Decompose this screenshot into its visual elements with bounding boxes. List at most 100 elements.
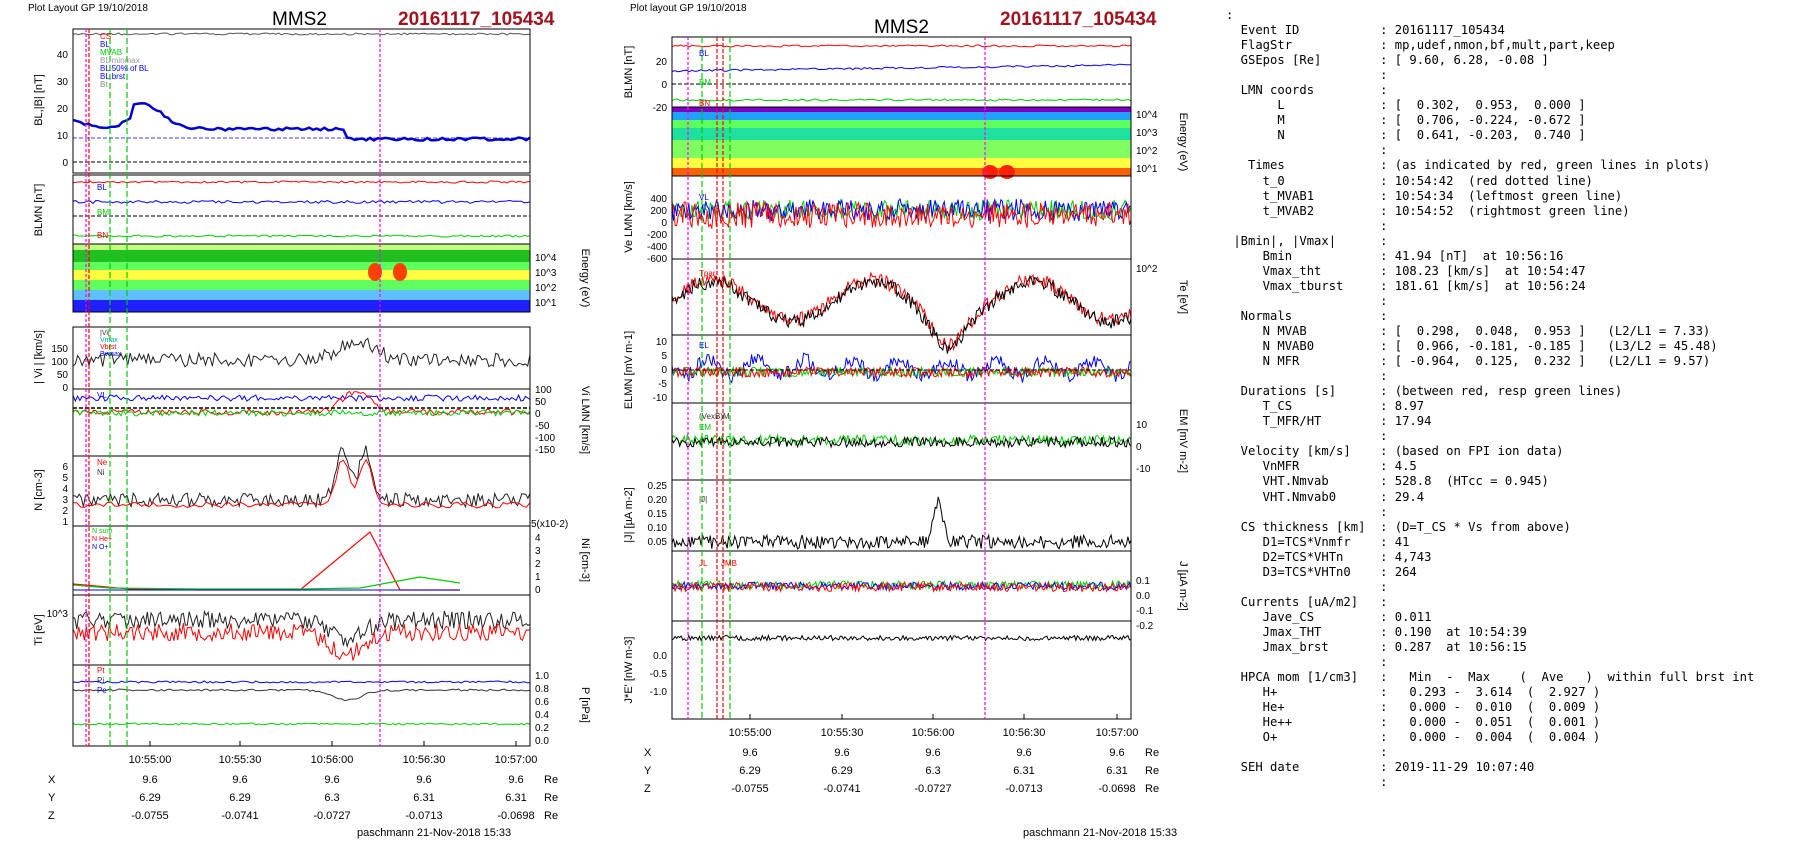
info-line: GSEpos [Re] : [ 9.60, 6.28, -0.08 ] [1226, 53, 1549, 68]
ephem-value: 6.31 [413, 792, 434, 804]
spectrogram-band [672, 168, 1131, 176]
y-tick-label: -10 [653, 393, 668, 404]
y-tick-label: -50 [535, 421, 550, 432]
legend-entry: Bvmax [100, 351, 122, 358]
y-axis-label: ELMN [mV m-1] [623, 331, 635, 409]
legend-entry: Pt [97, 666, 105, 675]
time-tick-label: 10:56:00 [912, 727, 955, 739]
ephem-label: Z [644, 783, 651, 795]
left-event-title: 20161117_105434 [398, 9, 555, 30]
panel-frame [72, 525, 531, 596]
y-tick-label: 0.20 [648, 495, 668, 506]
y-tick-label: 10 [57, 131, 69, 142]
ephem-value: -0.0741 [221, 810, 258, 822]
panel-frame [72, 174, 531, 245]
y-tick-label: 20 [656, 57, 668, 68]
info-line: N MVAB : [ 0.298, 0.048, 0.953 ] (L2/L1 … [1226, 323, 1711, 338]
y-tick-label: 0 [1136, 442, 1142, 453]
left-plot-column: 10:55:00 10:55:30 10:56:00 10:56:30 10:57:00… [33, 28, 591, 822]
pi-trace [72, 688, 531, 702]
info-line: FlagStr : mp,udef,nmon,bf,mult,part,keep [1226, 38, 1615, 53]
y-tick-label: 2 [535, 559, 541, 570]
legend-entry: N He+ [92, 536, 112, 543]
ephem-unit: Re [1145, 783, 1159, 795]
y-tick-label: 100 [535, 385, 552, 396]
bn-trace [671, 98, 1132, 102]
legend-entry: BL brst [100, 72, 126, 81]
ephem-value: 9.6 [925, 747, 940, 759]
info-line: N MFR : [ -0.964, 0.125, 0.232 ] (L2/L1 … [1226, 354, 1711, 369]
y-axis-label: BLMN [nT] [33, 184, 45, 237]
mid-plot-column: 10:55:00 10:55:30 10:56:00 10:56:30 10:57:00… [623, 36, 1189, 795]
info-line: t_MVAB2 : 10:54:52 (rightmost green line… [1226, 203, 1630, 218]
jl-trace [671, 580, 1132, 594]
y-tick-label: -10 [1136, 464, 1151, 475]
info-line: : [1226, 504, 1388, 519]
spectrogram-hotspot [999, 165, 1015, 179]
info-line: : [1226, 293, 1388, 308]
y-tick-label: 0.10 [648, 523, 668, 534]
info-line: VHT.Nmvab : 528.8 (HTcc = 0.945) [1226, 474, 1549, 489]
legend-entry: BL 50% of BL [100, 64, 149, 73]
spectrogram-band [73, 300, 530, 312]
ephem-value: -0.0755 [731, 783, 768, 795]
ephem-unit: Re [544, 792, 558, 804]
legend-entry: EL [699, 341, 709, 350]
panel-frame [671, 36, 1132, 108]
legend-entry: Ne [97, 458, 108, 467]
info-line: : [1226, 579, 1388, 594]
legend-entry: N sum [92, 528, 112, 535]
legend-entry: (VexB)M [699, 412, 730, 421]
legend-entry: JL [699, 559, 708, 568]
legend-entry: N O+ [92, 544, 109, 551]
y-tick-label: 3 [535, 546, 541, 557]
y-tick-label: 0 [661, 218, 667, 229]
y-axis-label: | Vi | [km/s] [33, 330, 45, 384]
time-tick-label: 10:55:30 [219, 754, 262, 766]
ephem-value: 6.31 [505, 792, 526, 804]
spectrogram-band [73, 250, 530, 262]
info-line: He++ : 0.000 - 0.051 ( 0.001 ) [1226, 715, 1601, 730]
ephem-unit: Re [544, 810, 558, 822]
time-tick-label: 10:56:00 [311, 754, 354, 766]
y-axis-label-right: Vi LMN [km/s] [579, 386, 591, 454]
y-tick-label: 0 [661, 365, 667, 376]
info-line: : [1226, 655, 1388, 670]
info-line: H+ : 0.293 - 3.614 ( 2.927 ) [1226, 685, 1601, 700]
spectrogram-band [672, 140, 1131, 158]
y-tick-label: 0.6 [535, 697, 549, 708]
ephem-value: 9.6 [416, 774, 431, 786]
info-line: : [1226, 775, 1388, 790]
y-axis-label-right: P [nPa] [579, 687, 591, 723]
y-tick-label: -0.2 [1136, 621, 1154, 632]
n-sum-trace [72, 576, 461, 590]
ephem-value: 9.6 [508, 774, 523, 786]
ephem-value: -0.0727 [914, 783, 951, 795]
bm-trace [671, 63, 1132, 73]
y-tick-label: 30 [57, 77, 69, 88]
time-tick-label: 10:55:30 [821, 727, 864, 739]
info-line: Velocity [km/s] : (based on FPI ion data… [1226, 444, 1564, 459]
legend-entry: Ni [97, 468, 105, 477]
ephem-value: 6.3 [324, 792, 339, 804]
info-line: VnMFR : 4.5 [1226, 459, 1417, 474]
left-plot-label: Plot Layout GP 19/10/2018 [28, 3, 148, 14]
legend-entry: BL minmax [100, 56, 140, 65]
spectrogram-hotspot [393, 263, 407, 281]
y-tick-label: 1.0 [535, 671, 549, 682]
info-line: VHT.Nmvab0 : 29.4 [1226, 489, 1425, 504]
panel-frame [72, 28, 531, 174]
y-tick-label: -0.5 [650, 669, 668, 680]
spectrogram-band [672, 112, 1131, 120]
y-tick-label: 0.0 [535, 736, 549, 747]
y-tick-label: 0.0 [1136, 591, 1150, 602]
jn-trace [671, 579, 1132, 591]
legend-entry: Bt [100, 80, 108, 89]
y-tick-label: 10 [656, 337, 668, 348]
info-line: T_MFR/HT : 17.94 [1226, 414, 1432, 429]
y-tick-label: 4 [535, 533, 541, 544]
ephem-value: 9.6 [834, 747, 849, 759]
legend-entry: Vmax [100, 337, 118, 344]
y-tick-label: -1.0 [650, 687, 668, 698]
info-line: Event ID : 20161117_105434 [1226, 23, 1505, 38]
